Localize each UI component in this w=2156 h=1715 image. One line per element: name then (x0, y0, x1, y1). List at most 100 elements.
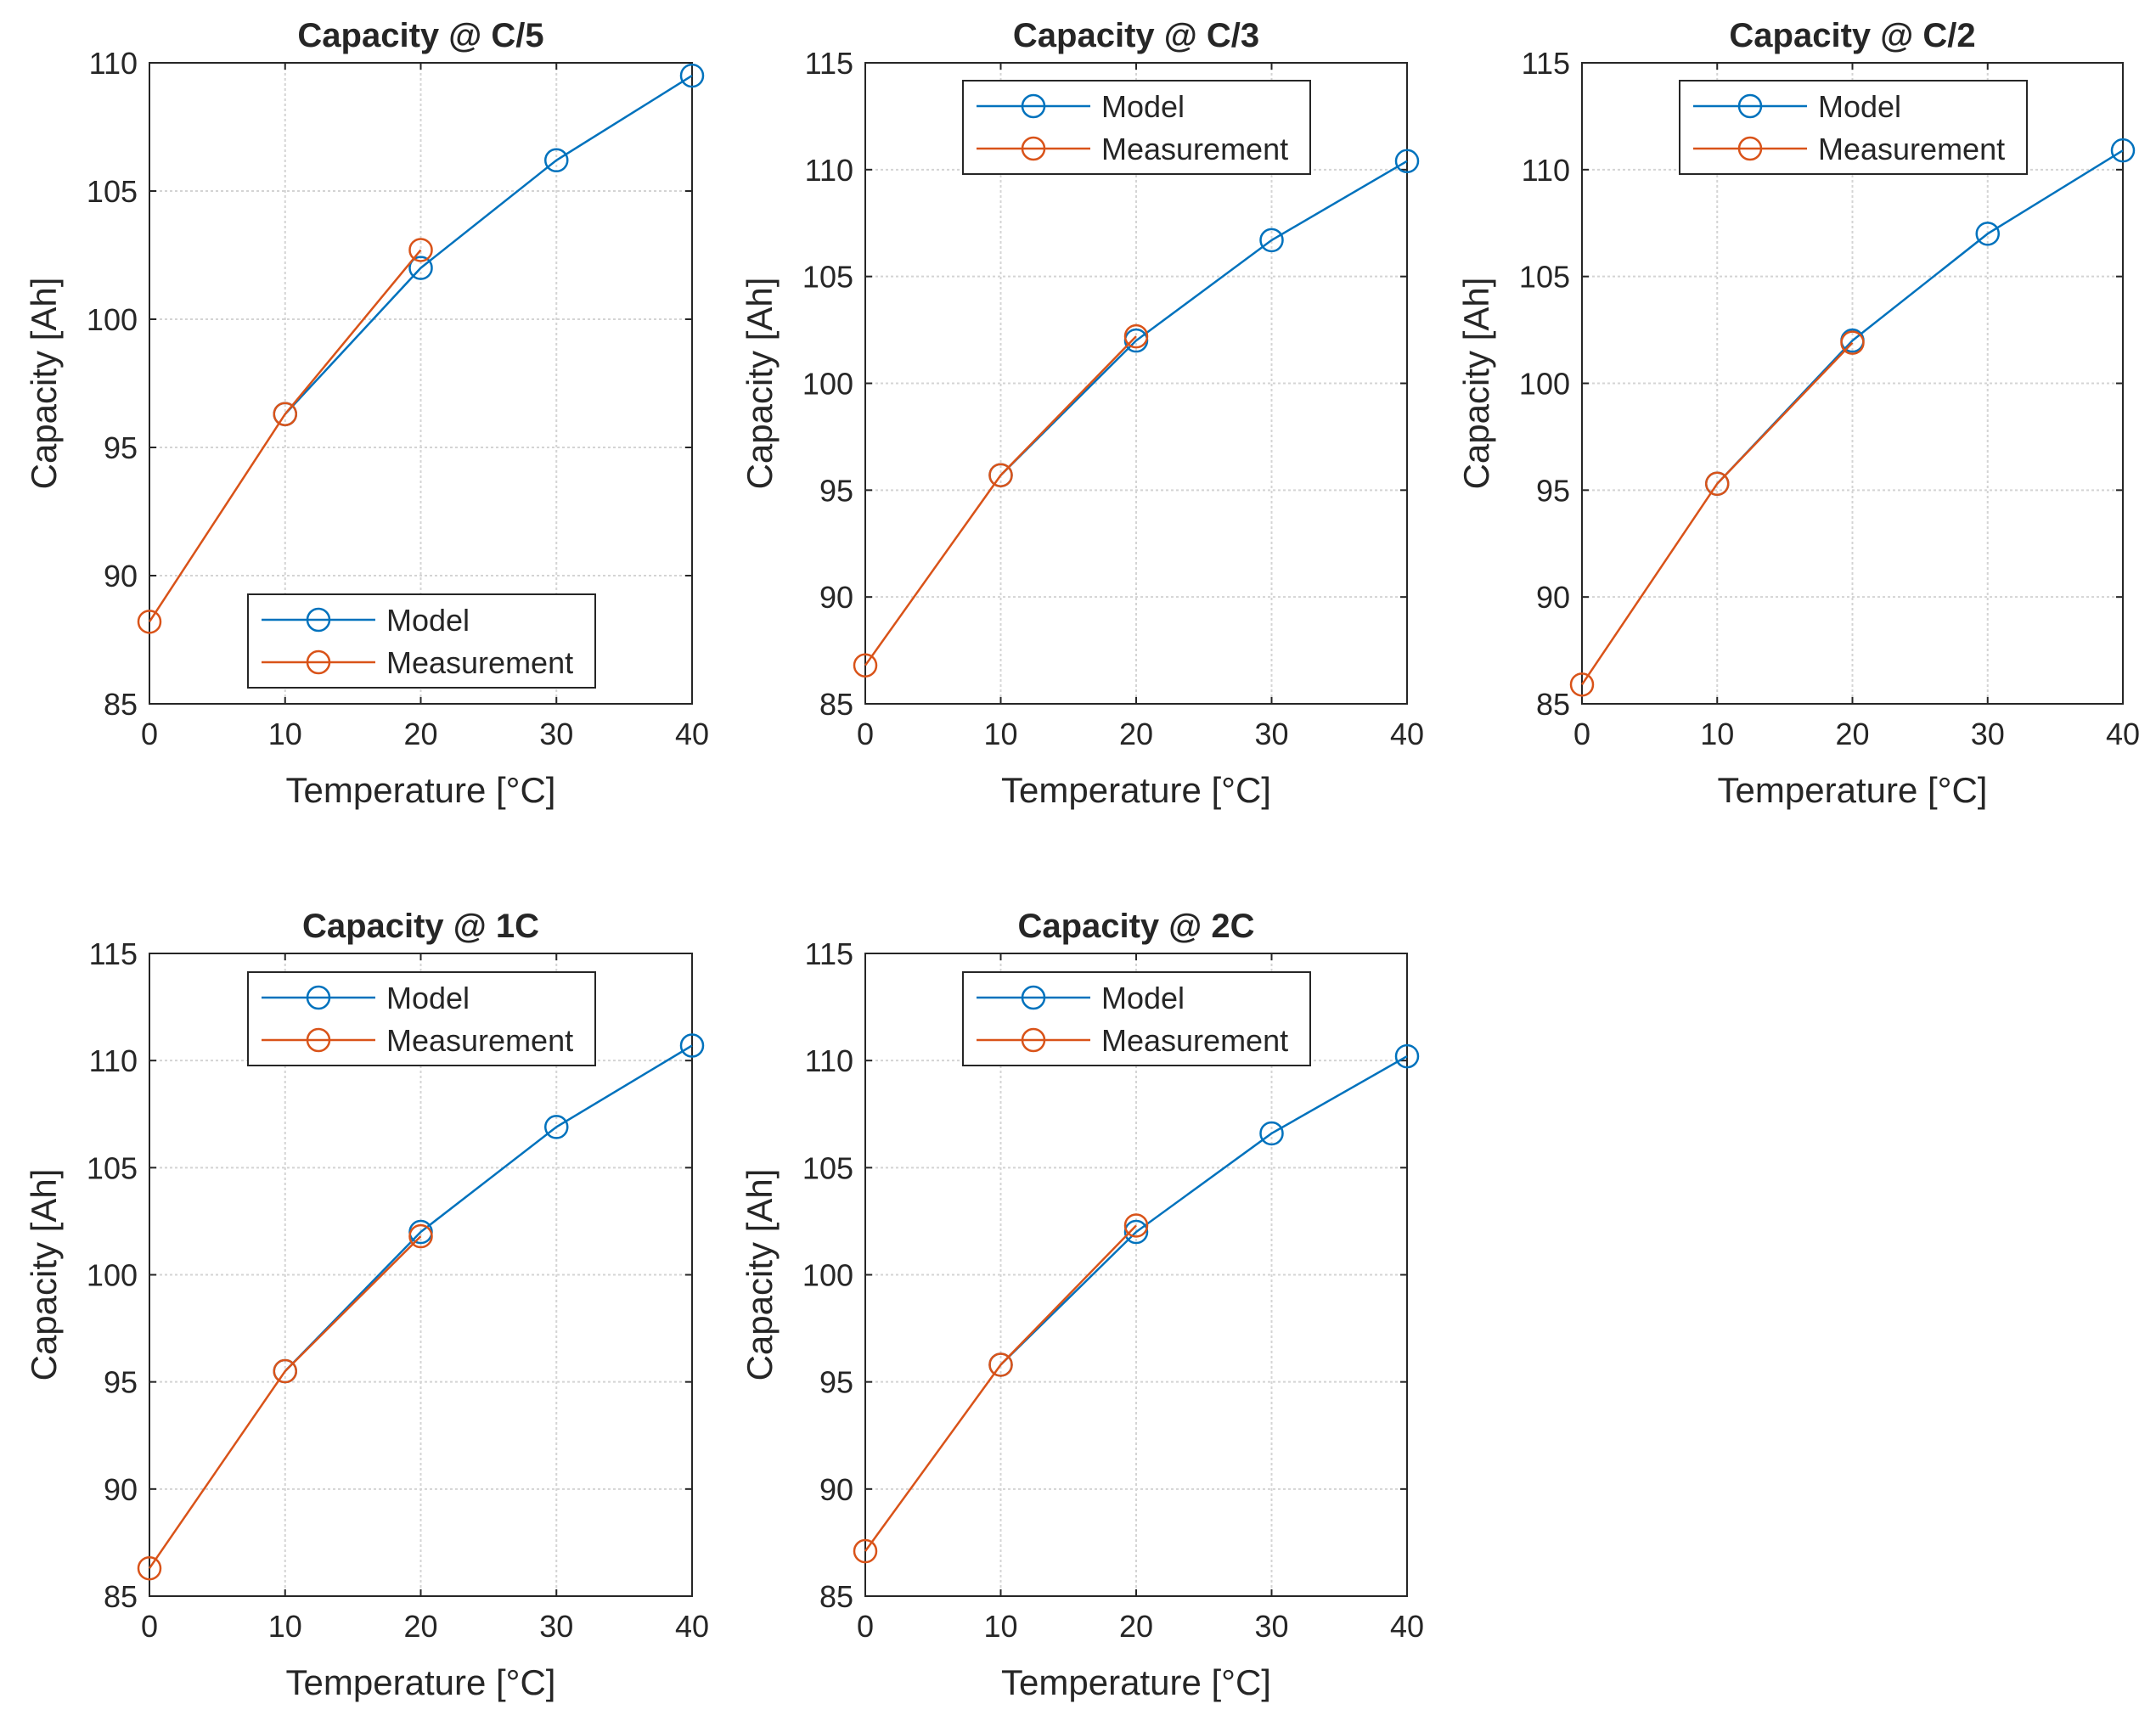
legend-label: Measurement (1101, 132, 1288, 166)
data-point-measurement (1569, 672, 1595, 697)
y-tick-label: 105 (87, 174, 138, 209)
y-tick-label: 90 (1536, 580, 1570, 615)
legend-label: Measurement (1101, 1023, 1288, 1058)
x-tick-label: 20 (403, 717, 437, 751)
legend-box (962, 971, 1311, 1066)
y-tick-label: 85 (104, 1579, 138, 1614)
y-tick-label: 100 (1519, 367, 1570, 402)
legend: Model Measurement (247, 971, 596, 1066)
x-tick-label: 20 (1119, 717, 1153, 751)
x-tick-label: 40 (675, 1609, 709, 1644)
y-tick-label: 110 (805, 1043, 853, 1078)
legend-marker (306, 649, 331, 675)
x-tick-label: 40 (2106, 717, 2140, 751)
y-tick-label: 115 (805, 936, 853, 971)
chart-panel-2: 0 10 20 30 40 85 90 95 100 105 110 115 Capacity @ C/… (740, 17, 1424, 810)
data-point-model (2110, 138, 2136, 163)
legend-box (247, 593, 596, 689)
y-tick-label: 85 (819, 687, 853, 722)
x-tick-label: 20 (1119, 1609, 1153, 1644)
series-line-model (999, 1055, 1408, 1366)
data-point-model (1394, 149, 1420, 174)
x-axis-label: Temperature [°C] (1718, 770, 1988, 810)
legend-box (1679, 80, 2028, 175)
data-point-measurement (1123, 323, 1149, 349)
data-point-measurement (1123, 1213, 1149, 1238)
legend-label: Model (386, 603, 470, 638)
y-tick-label: 95 (104, 1365, 138, 1400)
x-tick-label: 30 (539, 717, 573, 751)
legend-marker (1737, 136, 1763, 161)
legend-marker (306, 985, 331, 1010)
chart-title: Capacity @ C/5 (297, 17, 543, 54)
data-point-measurement (408, 1223, 433, 1249)
y-tick-label: 115 (805, 46, 853, 81)
y-tick-label: 105 (802, 1150, 853, 1185)
data-point-measurement (273, 1358, 297, 1384)
legend-label: Model (386, 981, 470, 1015)
x-tick-label: 10 (268, 717, 302, 751)
data-point-measurement (408, 238, 433, 262)
y-tick-label: 100 (802, 367, 853, 402)
y-tick-label: 100 (87, 1258, 138, 1293)
y-tick-label: 105 (1519, 260, 1570, 295)
chart-title: Capacity @ 2C (1017, 908, 1254, 945)
x-axis-label: Temperature [°C] (286, 770, 556, 810)
data-point-model (544, 1115, 569, 1139)
data-point-measurement (988, 1352, 1013, 1377)
x-tick-label: 30 (539, 1609, 573, 1644)
data-point-model (1259, 228, 1284, 253)
legend-marker (306, 1027, 331, 1053)
chart-title: Capacity @ C/2 (1729, 17, 1975, 54)
y-axis-label: Capacity [Ah] (24, 278, 64, 490)
y-tick-label: 115 (89, 936, 138, 971)
x-axis-label: Temperature [°C] (286, 1662, 556, 1702)
x-tick-label: 0 (141, 1609, 158, 1644)
series-line-model (284, 1044, 693, 1372)
data-point-measurement (853, 653, 878, 678)
series-line-model (284, 75, 693, 415)
y-axis-label: Capacity [Ah] (24, 1169, 64, 1381)
data-point-measurement (137, 1555, 162, 1581)
x-axis-label: Temperature [°C] (1001, 770, 1271, 810)
data-point-model (1259, 1121, 1284, 1146)
y-tick-label: 95 (819, 473, 853, 508)
x-tick-label: 10 (268, 1609, 302, 1644)
data-point-measurement (273, 402, 297, 426)
x-tick-label: 10 (983, 1609, 1017, 1644)
legend: Model Measurement (247, 593, 596, 689)
y-tick-label: 95 (1536, 473, 1570, 508)
y-tick-label: 85 (1536, 687, 1570, 722)
y-tick-label: 85 (819, 1579, 853, 1614)
legend-label: Model (1101, 89, 1185, 124)
chart-panel-4: 0 10 20 30 40 85 90 95 100 105 110 115 Capacity @ 1C… (24, 908, 709, 1702)
y-tick-label: 110 (89, 46, 138, 81)
legend-marker (306, 607, 331, 633)
data-point-measurement (853, 1538, 878, 1564)
legend-box (247, 971, 596, 1066)
legend-label: Measurement (386, 1023, 573, 1058)
y-tick-label: 110 (1522, 153, 1570, 188)
x-axis-label: Temperature [°C] (1001, 1662, 1271, 1702)
legend-marker (1021, 1027, 1046, 1053)
y-tick-label: 90 (819, 580, 853, 615)
y-tick-label: 90 (819, 1472, 853, 1507)
x-tick-label: 10 (1700, 717, 1734, 751)
y-tick-label: 100 (87, 302, 138, 337)
series-line-model (999, 160, 1408, 476)
series-line-measurement (148, 1235, 422, 1569)
y-tick-label: 100 (802, 1258, 853, 1293)
x-tick-label: 40 (1390, 717, 1424, 751)
series-line-measurement (1580, 341, 1854, 686)
data-point-model (408, 256, 433, 280)
x-tick-label: 0 (1573, 717, 1590, 751)
x-tick-label: 40 (675, 717, 709, 751)
y-axis-label: Capacity [Ah] (1456, 278, 1496, 490)
chart-title: Capacity @ 1C (302, 908, 539, 945)
series-line-measurement (148, 249, 422, 623)
legend-marker (1021, 985, 1046, 1010)
x-tick-label: 30 (1254, 717, 1288, 751)
x-tick-label: 40 (1390, 1609, 1424, 1644)
data-point-measurement (988, 463, 1013, 487)
y-tick-label: 110 (805, 153, 853, 188)
